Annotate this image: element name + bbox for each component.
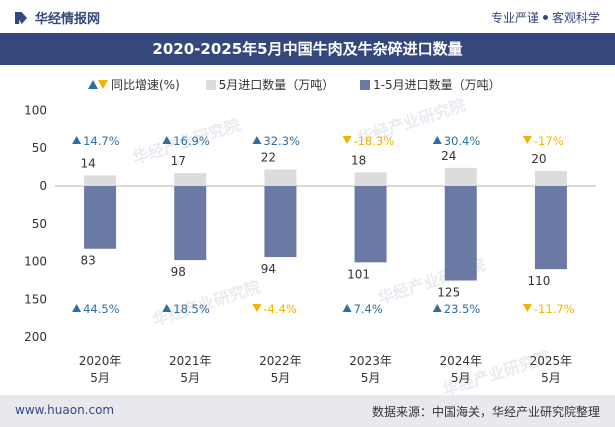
bullet-icon xyxy=(542,15,548,20)
growth-label-ytd: 18.5% xyxy=(173,302,210,316)
x-tick-label-year: 2023年 xyxy=(349,354,392,368)
bar-may xyxy=(264,169,297,186)
x-tick-label-month: 5月 xyxy=(90,371,110,385)
y-tick-label: 200 xyxy=(24,330,47,344)
data-label-may: 18 xyxy=(351,153,366,167)
y-tick-label: 50 xyxy=(32,141,47,155)
triangle-up-icon xyxy=(432,304,442,312)
growth-label-may: 14.7% xyxy=(83,134,120,148)
tagline: 专业严谨 客观科学 xyxy=(491,9,600,26)
footer-site: www.huaon.com xyxy=(15,403,115,417)
triangle-up-icon xyxy=(342,304,352,312)
x-tick-label-month: 5月 xyxy=(541,371,561,385)
legend-growth: 同比增速(%) xyxy=(88,76,180,93)
triangle-down-icon xyxy=(522,304,532,312)
footer: www.huaon.com 数据来源：中国海关，华经产业研究院整理 xyxy=(0,395,615,427)
legend-growth-label: 同比增速(%) xyxy=(111,78,180,92)
triangle-up-icon xyxy=(88,80,98,89)
growth-label-may: 32.3% xyxy=(263,134,300,148)
data-label-ytd: 101 xyxy=(347,267,370,281)
triangle-up-icon xyxy=(72,136,82,144)
title-bar: 2020-2025年5月中国牛肉及牛杂碎进口数量 xyxy=(0,33,615,65)
legend-ytd-swatch xyxy=(360,80,371,90)
y-tick-label: 50 xyxy=(32,217,47,231)
data-label-ytd: 110 xyxy=(527,274,550,288)
bar-ytd xyxy=(354,186,387,263)
x-tick-label-month: 5月 xyxy=(271,371,291,385)
bar-may xyxy=(444,167,477,186)
x-tick-label-year: 2021年 xyxy=(169,354,212,368)
tagline-left: 专业严谨 xyxy=(490,11,539,25)
bar-ytd xyxy=(444,186,477,281)
triangle-up-icon xyxy=(72,304,82,312)
tagline-right: 客观科学 xyxy=(551,11,600,25)
data-label-ytd: 125 xyxy=(437,286,460,300)
x-tick-label-year: 2020年 xyxy=(79,354,122,368)
growth-label-ytd: -11.7% xyxy=(534,302,575,316)
x-tick-label-year: 2025年 xyxy=(530,354,573,368)
legend-may-label: 5月进口数量（万吨） xyxy=(218,78,335,92)
data-label-may: 20 xyxy=(531,152,546,166)
brand-logo-icon xyxy=(15,12,27,24)
bar-may xyxy=(174,173,207,186)
bar-ytd xyxy=(534,186,567,270)
data-label-may: 17 xyxy=(171,154,186,168)
growth-label-may: -18.3% xyxy=(354,134,395,148)
brand: 华经情报网 xyxy=(15,8,100,27)
y-tick-label: 0 xyxy=(39,179,47,193)
y-tick-label: 100 xyxy=(24,255,47,269)
bar-ytd xyxy=(264,186,297,258)
triangle-down-icon xyxy=(98,80,108,89)
legend-ytd-label: 1-5月进口数量（万吨） xyxy=(373,78,501,92)
growth-label-ytd: 23.5% xyxy=(444,302,481,316)
x-tick-label-month: 5月 xyxy=(180,371,200,385)
chart-plot: 100 50 0 50 100 150 200 14 83 14.7% 44.5% 2020年 5月 17… xyxy=(24,103,596,385)
data-label-ytd: 94 xyxy=(261,262,276,276)
triangle-up-icon xyxy=(252,136,262,144)
growth-label-may: 30.4% xyxy=(444,134,481,148)
y-tick-label: 100 xyxy=(24,103,47,117)
triangle-down-icon xyxy=(252,304,262,312)
legend-may: 5月进口数量（万吨） xyxy=(205,76,335,93)
growth-label-ytd: -4.4% xyxy=(263,302,296,316)
data-label-may: 22 xyxy=(261,150,276,164)
legend-ytd: 1-5月进口数量（万吨） xyxy=(360,76,501,93)
data-label-may: 24 xyxy=(441,149,456,163)
x-tick-label-month: 5月 xyxy=(451,371,471,385)
triangle-up-icon xyxy=(432,136,442,144)
y-tick-label: 150 xyxy=(24,292,47,306)
data-label-may: 14 xyxy=(80,156,95,170)
brand-name: 华经情报网 xyxy=(35,12,101,27)
bar-ytd xyxy=(84,186,117,249)
chart-title: 2020-2025年5月中国牛肉及牛杂碎进口数量 xyxy=(152,40,463,58)
footer-source: 数据来源：中国海关，华经产业研究院整理 xyxy=(371,405,600,419)
growth-label-ytd: 44.5% xyxy=(83,302,120,316)
x-tick-label-year: 2024年 xyxy=(439,354,482,368)
triangle-down-icon xyxy=(522,136,532,144)
triangle-up-icon xyxy=(162,136,172,144)
data-label-ytd: 83 xyxy=(80,254,95,268)
growth-label-ytd: 7.4% xyxy=(354,302,383,316)
growth-label-may: -17% xyxy=(534,134,564,148)
growth-label-may: 16.9% xyxy=(173,134,210,148)
triangle-down-icon xyxy=(342,136,352,144)
x-tick-label-year: 2022年 xyxy=(259,354,302,368)
bar-ytd xyxy=(174,186,207,261)
triangle-up-icon xyxy=(162,304,172,312)
bar-may xyxy=(354,172,387,186)
x-tick-label-month: 5月 xyxy=(361,371,381,385)
legend-may-swatch xyxy=(205,80,216,90)
data-label-ytd: 98 xyxy=(171,265,186,279)
chart-legend: 同比增速(%) 5月进口数量（万吨） 1-5月进口数量（万吨） xyxy=(88,76,523,93)
bar-may xyxy=(534,170,567,186)
top-bar: 华经情报网 专业严谨 客观科学 xyxy=(0,0,615,33)
bar-may xyxy=(84,175,117,186)
